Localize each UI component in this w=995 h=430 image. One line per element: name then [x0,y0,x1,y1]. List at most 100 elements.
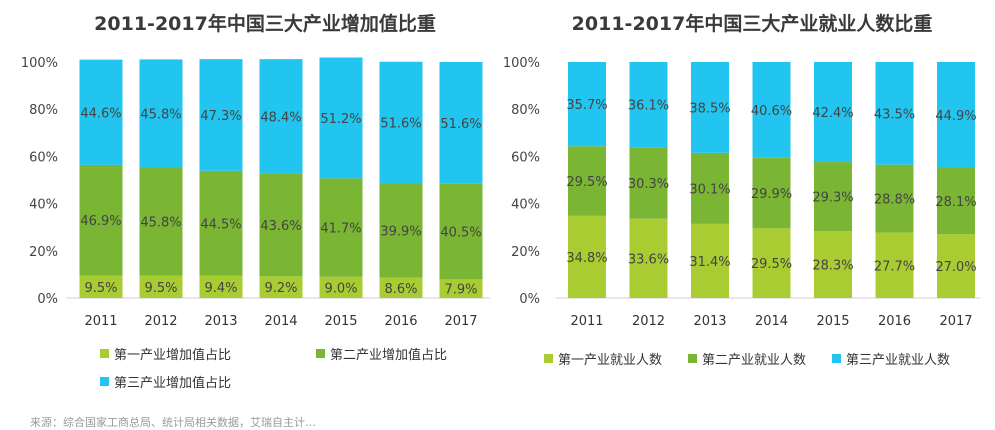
data-label: 48.4% [260,110,301,125]
bar-segment-3 [937,62,975,168]
bar-segment-3 [875,62,914,165]
x-tick-label: 2011 [84,314,117,329]
bar-segment-1 [139,275,183,298]
y-tick-label: 20% [29,245,58,260]
y-tick-label: 80% [29,103,58,118]
bar-segment-3 [439,62,483,184]
y-tick-label: 40% [29,198,58,213]
bar-segment-3 [691,62,729,153]
data-label: 29.5% [751,257,792,272]
y-tick-label: 60% [511,150,540,165]
legend-label: 第一产业增加值占比 [114,347,231,363]
bar-segment-1 [439,279,483,298]
bar-segment-3 [814,62,852,163]
bar-segment-1 [79,275,123,298]
chart-1: 2011-2017年中国三大产业增加值比重 0% 20% 40% 60% 80% 100% 9… [21,12,490,391]
legend-swatch [100,377,109,386]
x-tick-label: 2016 [384,314,417,329]
x-tick-label: 2011 [570,314,603,329]
x-tick-label: 2013 [693,314,726,329]
bar-segment-1 [937,234,975,298]
legend-label: 第三产业增加值占比 [114,375,231,391]
x-tick-label: 2015 [816,314,849,329]
legend-label: 第三产业就业人数 [846,353,950,368]
data-label: 45.8% [140,107,181,122]
bar-segment-2 [199,170,243,276]
bar-segment-1 [319,276,363,298]
data-label: 9.5% [84,281,117,296]
data-label: 33.6% [628,252,669,267]
data-label: 29.9% [751,187,792,202]
bar-segment-2 [259,173,303,277]
y-tick-label: 40% [511,198,540,213]
bar-segment-1 [199,275,243,298]
x-tick-label: 2014 [264,314,297,329]
data-label: 45.8% [140,216,181,231]
data-label: 29.5% [566,175,607,190]
data-label: 35.7% [566,98,607,113]
data-label: 29.3% [812,191,853,206]
bar-segment-1 [629,218,668,298]
bar-segment-1 [875,232,914,298]
data-label: 28.8% [874,193,915,208]
x-tick-label: 2012 [144,314,177,329]
x-tick-label: 2016 [878,314,911,329]
data-label: 39.9% [380,225,421,240]
bar-segment-1 [379,277,423,298]
data-label: 44.5% [200,217,241,232]
bar-segment-3 [568,62,606,147]
data-label: 51.2% [320,112,361,127]
data-label: 41.7% [320,222,361,237]
legend-swatch [544,354,553,363]
y-tick-label: 20% [511,245,540,260]
legend-swatch [832,354,841,363]
bar-segment-2 [379,183,423,278]
bar-segment-3 [379,61,423,184]
data-label: 9.0% [324,281,357,296]
bar-segment-3 [319,57,363,179]
data-label: 44.9% [935,109,976,124]
source-note: 来源：综合国家工商总局、统计局相关数据，艾瑞自主计… [30,416,316,429]
y-tick-label: 100% [21,56,58,71]
x-tick-label: 2017 [939,314,972,329]
chart-2: 2011-2017年中国三大产业就业人数比重 0% 20% 40% 60% 80% 100%… [503,12,980,368]
bar-segment-3 [79,59,123,165]
bar-segment-1 [752,228,791,298]
x-tick-label: 2014 [755,314,788,329]
y-tick-label: 0% [37,292,58,307]
bar-segment-2 [319,178,363,277]
data-label: 47.3% [200,109,241,124]
bar-segment-3 [629,62,668,148]
data-label: 27.7% [874,259,915,274]
chart-title: 2011-2017年中国三大产业就业人数比重 [572,12,933,35]
data-label: 36.1% [628,99,669,114]
x-tick-label: 2017 [444,314,477,329]
x-tick-label: 2013 [204,314,237,329]
bar-segment-2 [568,146,606,216]
bar-segment-2 [139,167,183,276]
bar-segment-3 [259,59,303,174]
chart-title: 2011-2017年中国三大产业增加值比重 [94,12,436,35]
data-label: 31.4% [689,255,730,270]
legend-label: 第二产业就业人数 [702,353,806,368]
legend-label: 第一产业就业人数 [558,353,662,368]
bar-segment-1 [814,231,852,298]
bar-segment-2 [875,164,914,233]
data-label: 27.0% [935,260,976,275]
bar-segment-2 [629,147,668,219]
data-label: 9.5% [144,281,177,296]
data-label: 43.5% [874,107,915,122]
legend-label: 第二产业增加值占比 [330,347,447,363]
data-label: 7.9% [444,283,477,298]
bar-segment-3 [199,59,243,171]
data-label: 34.8% [566,251,607,266]
data-label: 30.1% [689,182,730,197]
legend-swatch [100,349,109,358]
bar-segment-2 [814,162,852,232]
x-tick-label: 2012 [632,314,665,329]
bar-segment-3 [752,62,791,158]
data-label: 28.1% [935,195,976,210]
data-label: 9.4% [204,281,237,296]
data-label: 44.6% [80,106,121,121]
